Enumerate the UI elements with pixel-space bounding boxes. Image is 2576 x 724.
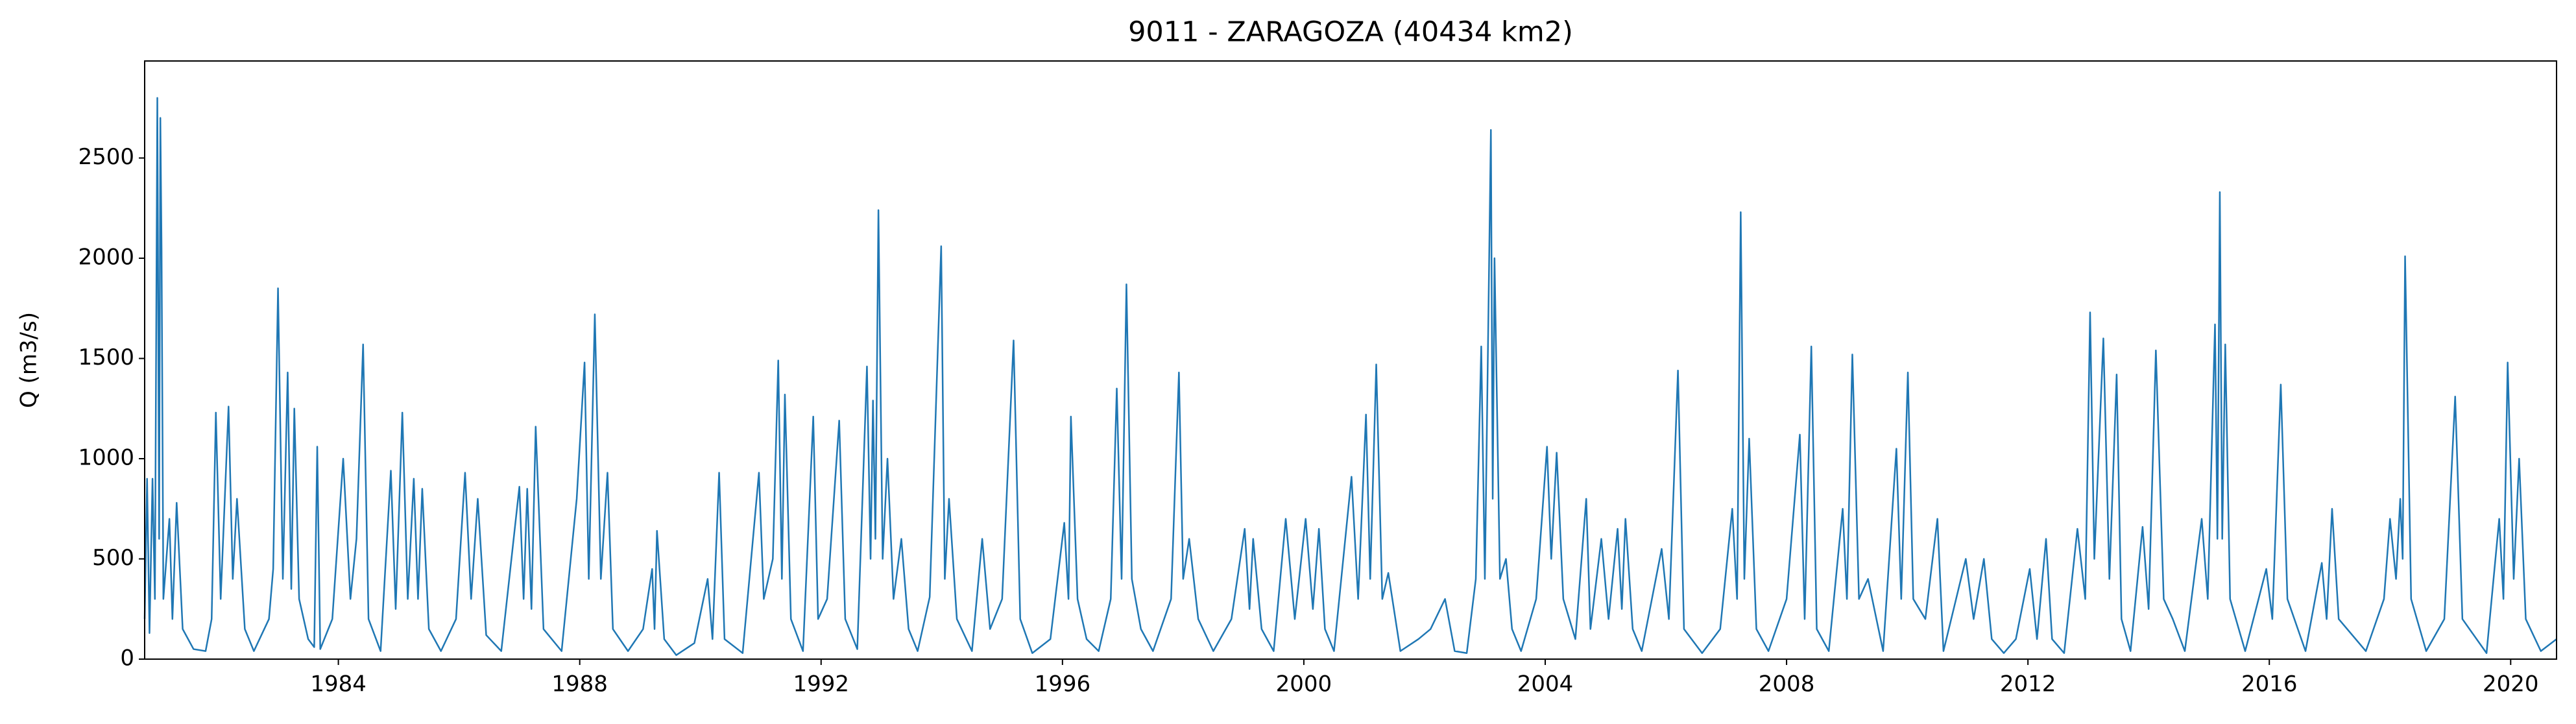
x-tick-label: 2012 (2000, 671, 2056, 697)
plot-frame (144, 60, 2557, 660)
y-axis-label: Q (m3/s) (16, 312, 42, 408)
y-tick-label: 2000 (78, 245, 134, 271)
x-tick-label: 2016 (2241, 671, 2298, 697)
chart-title: 9011 - ZARAGOZA (40434 km2) (1128, 16, 1573, 49)
y-tick-label: 1500 (78, 344, 134, 370)
data-line (143, 97, 2557, 657)
y-tick-label: 1000 (78, 445, 134, 471)
y-tick-label: 2500 (78, 144, 134, 170)
x-tick-label: 1984 (310, 671, 367, 697)
y-tick-label: 0 (120, 646, 134, 671)
x-tick-label: 2000 (1276, 671, 1332, 697)
x-tick-label: 2004 (1517, 671, 1574, 697)
x-tick-label: 2008 (1759, 671, 1815, 697)
x-tick-label: 2020 (2483, 671, 2539, 697)
x-tick-label: 1996 (1035, 671, 1091, 697)
x-tick-label: 1992 (793, 671, 849, 697)
x-tick-label: 1988 (551, 671, 608, 697)
y-tick-label: 500 (92, 545, 134, 571)
